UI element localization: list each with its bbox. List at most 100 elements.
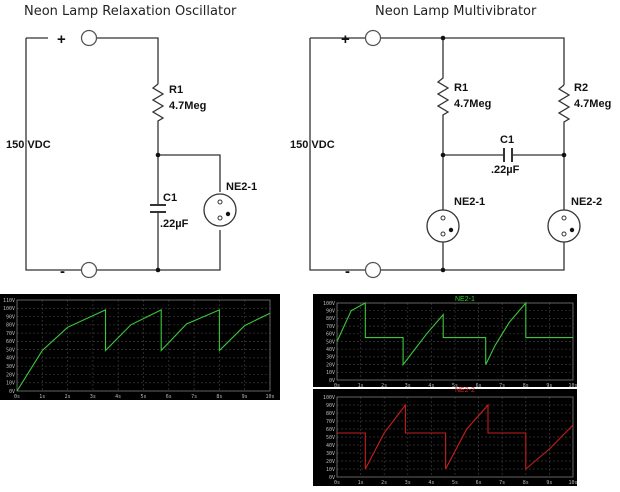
right-neon-lamp-2-symbol xyxy=(547,209,581,243)
x-tick-label: 8s xyxy=(216,394,222,400)
left-r1-resistor xyxy=(151,83,165,155)
left-wire-top xyxy=(26,37,159,84)
right-plus-terminal xyxy=(364,29,382,47)
x-tick-label: 5s xyxy=(140,394,146,400)
x-tick-label: 1s xyxy=(358,383,364,389)
x-tick-label: 1s xyxy=(39,394,45,400)
ne2-1-trace-label: NE2-1 xyxy=(455,296,475,303)
left-plus-label: + xyxy=(57,31,66,48)
plot-frame xyxy=(336,396,574,478)
y-tick-label: 50V xyxy=(326,339,335,345)
x-tick-label: 6s xyxy=(476,480,482,486)
series-line xyxy=(336,301,573,367)
y-tick-label: 10V xyxy=(326,370,335,376)
ne2-2-trace-label: NE2-2 xyxy=(455,387,475,394)
y-tick-label: 100V xyxy=(3,306,15,312)
right-lamp1-electrode-open xyxy=(440,215,446,221)
x-tick-label: 3s xyxy=(405,383,411,389)
left-lamp-electrode-open-2 xyxy=(217,215,223,221)
x-tick-label: 10s xyxy=(568,383,577,389)
right-c1-name: C1 xyxy=(500,134,514,146)
x-tick-label: 7s xyxy=(191,394,197,400)
x-tick-label: 8s xyxy=(523,383,529,389)
y-tick-label: 20V xyxy=(326,459,335,465)
right-lamp2-electrode-dot xyxy=(569,227,575,233)
right-plus-label: + xyxy=(341,31,350,48)
y-tick-label: 80V xyxy=(326,411,335,417)
x-tick-label: 4s xyxy=(428,480,434,486)
y-tick-label: 0V xyxy=(329,378,335,384)
y-tick-label: 0V xyxy=(329,475,335,481)
x-tick-label: 4s xyxy=(428,383,434,389)
x-tick-label: 10s xyxy=(568,480,577,486)
y-tick-label: 40V xyxy=(6,356,15,362)
series-line xyxy=(16,309,271,392)
right-lamp2-label: NE2-2 xyxy=(571,196,602,208)
left-wire-bottom xyxy=(96,230,221,271)
left-minus-label: - xyxy=(60,263,65,280)
y-tick-label: 110V xyxy=(3,298,15,304)
x-tick-label: 7s xyxy=(499,383,505,389)
left-circuit: + - 150 VDC R1 4.7Meg C1 .22µF NE2-1 xyxy=(6,29,257,280)
right-wire-bottom xyxy=(381,240,565,271)
y-tick-label: 20V xyxy=(6,372,15,378)
x-tick-label: 8s xyxy=(523,480,529,486)
x-tick-label: 10s xyxy=(265,394,274,400)
left-junction-dot-bottom xyxy=(155,267,161,273)
y-tick-label: 30V xyxy=(6,364,15,370)
y-tick-label: 50V xyxy=(326,435,335,441)
left-plus-terminal xyxy=(80,29,98,47)
x-tick-label: 9s xyxy=(242,394,248,400)
x-tick-label: 0s xyxy=(334,383,340,389)
y-tick-label: 20V xyxy=(326,362,335,368)
right-circuit: + - 150 VDC R1 4.7Meg R2 4.7Meg C1 .22µF… xyxy=(290,29,611,280)
x-tick-label: 0s xyxy=(14,394,20,400)
x-tick-label: 4s xyxy=(115,394,121,400)
right-r1-value: 4.7Meg xyxy=(454,98,491,110)
right-junction-dot-top xyxy=(440,35,446,41)
right-lamp1-electrode-open-2 xyxy=(440,231,446,237)
y-tick-label: 80V xyxy=(6,323,15,329)
y-tick-label: 70V xyxy=(326,324,335,330)
right-junction-dot-right xyxy=(561,152,567,158)
right-r1-name: R1 xyxy=(454,82,468,94)
x-tick-label: 3s xyxy=(90,394,96,400)
left-c1-name: C1 xyxy=(163,192,177,204)
y-tick-label: 70V xyxy=(6,331,15,337)
y-tick-label: 90V xyxy=(326,309,335,315)
left-neon-lamp-symbol xyxy=(203,193,237,227)
right-r2-value: 4.7Meg xyxy=(574,98,611,110)
x-tick-label: 5s xyxy=(452,383,458,389)
x-tick-label: 0s xyxy=(334,480,340,486)
y-tick-label: 50V xyxy=(6,347,15,353)
left-circuit-title: Neon Lamp Relaxation Oscillator xyxy=(24,4,237,19)
x-tick-label: 9s xyxy=(546,383,552,389)
left-r1-name: R1 xyxy=(169,84,183,96)
left-wire-node xyxy=(158,154,221,192)
y-tick-label: 30V xyxy=(326,451,335,457)
y-tick-label: 60V xyxy=(6,339,15,345)
x-tick-label: 7s xyxy=(499,480,505,486)
y-tick-label: 100V xyxy=(323,395,335,401)
x-tick-label: 1s xyxy=(358,480,364,486)
x-tick-label: 9s xyxy=(546,480,552,486)
y-tick-label: 70V xyxy=(326,419,335,425)
y-tick-label: 90V xyxy=(326,403,335,409)
y-tick-label: 10V xyxy=(6,381,15,387)
y-tick-label: 10V xyxy=(326,467,335,473)
right-wire-left xyxy=(309,38,365,271)
right-junction-dot-bottom xyxy=(440,267,446,273)
right-junction-dot-left xyxy=(440,152,446,158)
x-tick-label: 3s xyxy=(405,480,411,486)
left-minus-terminal xyxy=(80,261,98,279)
relaxation-oscillator-scope: 0V 10V 20V 30V 40V 50V 60V 70V 80V 90V 100V 110V 0s 1… xyxy=(0,294,280,400)
y-tick-label: 100V xyxy=(323,301,335,307)
y-tick-label: 60V xyxy=(326,427,335,433)
right-c1-value: .22µF xyxy=(491,164,520,176)
plot-frame xyxy=(16,299,271,392)
x-tick-label: 6s xyxy=(476,383,482,389)
x-tick-label: 2s xyxy=(381,480,387,486)
left-r1-value: 4.7Meg xyxy=(169,100,206,112)
